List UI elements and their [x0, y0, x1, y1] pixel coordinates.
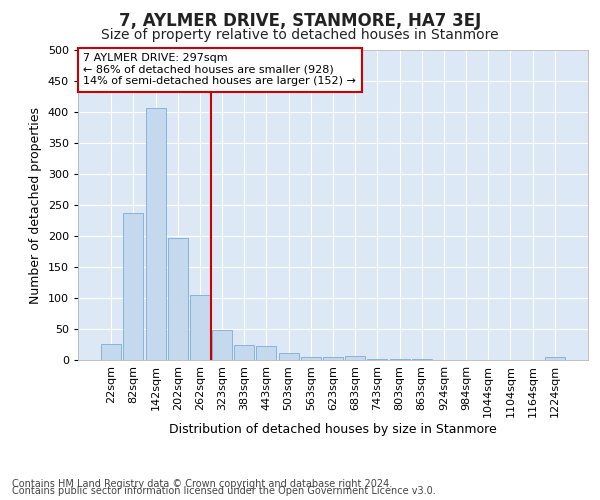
Text: Contains HM Land Registry data © Crown copyright and database right 2024.: Contains HM Land Registry data © Crown c… — [12, 479, 392, 489]
Text: 7, AYLMER DRIVE, STANMORE, HA7 3EJ: 7, AYLMER DRIVE, STANMORE, HA7 3EJ — [119, 12, 481, 30]
Bar — [124, 213, 143, 360]
Text: 7 AYLMER DRIVE: 297sqm
← 86% of detached houses are smaller (928)
14% of semi-de: 7 AYLMER DRIVE: 297sqm ← 86% of detached… — [83, 53, 356, 86]
Bar — [146, 108, 166, 360]
Text: Size of property relative to detached houses in Stanmore: Size of property relative to detached ho… — [101, 28, 499, 42]
Bar — [301, 357, 321, 360]
Y-axis label: Number of detached properties: Number of detached properties — [29, 106, 42, 304]
Bar — [212, 330, 232, 360]
Bar — [545, 357, 565, 360]
Bar — [234, 345, 254, 360]
Bar — [101, 344, 121, 360]
Bar — [345, 356, 365, 360]
Bar — [168, 238, 188, 360]
Bar — [412, 359, 432, 360]
Bar — [278, 353, 299, 360]
Text: Contains public sector information licensed under the Open Government Licence v3: Contains public sector information licen… — [12, 486, 436, 496]
Bar — [323, 357, 343, 360]
X-axis label: Distribution of detached houses by size in Stanmore: Distribution of detached houses by size … — [169, 422, 497, 436]
Bar — [190, 295, 210, 360]
Bar — [256, 346, 277, 360]
